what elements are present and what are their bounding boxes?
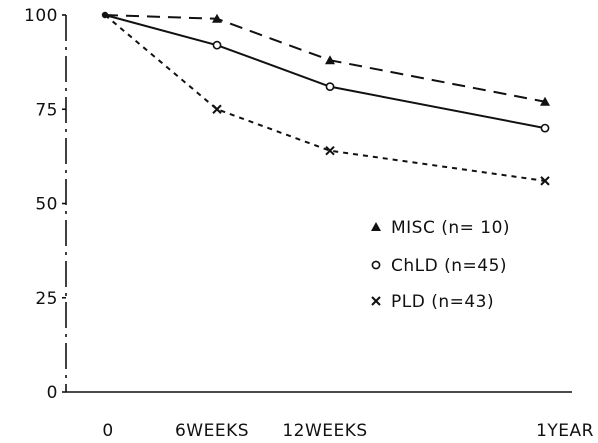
data-point-cross — [325, 146, 335, 156]
axes — [62, 14, 572, 393]
x-tick-label: 6WEEKS — [175, 421, 249, 441]
legend: MISC (n= 10) ChLD (n=45) PLD (n=43) — [371, 218, 510, 312]
data-point-circle — [325, 82, 335, 92]
data-point-circle — [212, 40, 222, 50]
series-line-triangle — [104, 14, 546, 103]
cross-stroke — [371, 296, 381, 306]
legend-label: MISC (n= 10) — [391, 218, 510, 238]
cross-stroke — [540, 176, 550, 186]
data-point-cross — [212, 104, 222, 114]
y-tick-label: 50 — [35, 195, 58, 215]
y-tick-labels: 0 25 50 75 100 — [24, 6, 58, 403]
x-tick-label: 12WEEKS — [282, 421, 367, 441]
y-tick-label: 100 — [24, 6, 58, 26]
x-tick-label: 0 — [102, 421, 113, 441]
series-lines — [101, 11, 550, 186]
legend-label: ChLD (n=45) — [391, 256, 507, 276]
x-tick-labels: 0 6WEEKS 12WEEKS 1YEAR — [102, 421, 594, 441]
data-point-triangle — [212, 13, 222, 23]
y-tick-label: 25 — [35, 289, 58, 309]
y-tick-label: 0 — [47, 383, 58, 403]
legend-label: PLD (n=43) — [391, 292, 494, 312]
series-line-cross — [104, 14, 546, 182]
legend-marker-cross — [371, 296, 381, 306]
x-tick-label: 1YEAR — [536, 421, 594, 441]
cross-stroke — [325, 146, 335, 156]
start-point — [101, 11, 109, 19]
data-point-cross — [540, 176, 550, 186]
legend-marker-triangle — [371, 222, 381, 231]
series-line-circle — [104, 14, 546, 130]
cross-stroke — [212, 104, 222, 114]
data-point-circle — [540, 123, 550, 133]
y-tick-label: 75 — [35, 100, 58, 120]
data-point-triangle — [325, 55, 335, 65]
data-point-triangle — [540, 96, 550, 106]
legend-marker-circle — [371, 260, 381, 270]
